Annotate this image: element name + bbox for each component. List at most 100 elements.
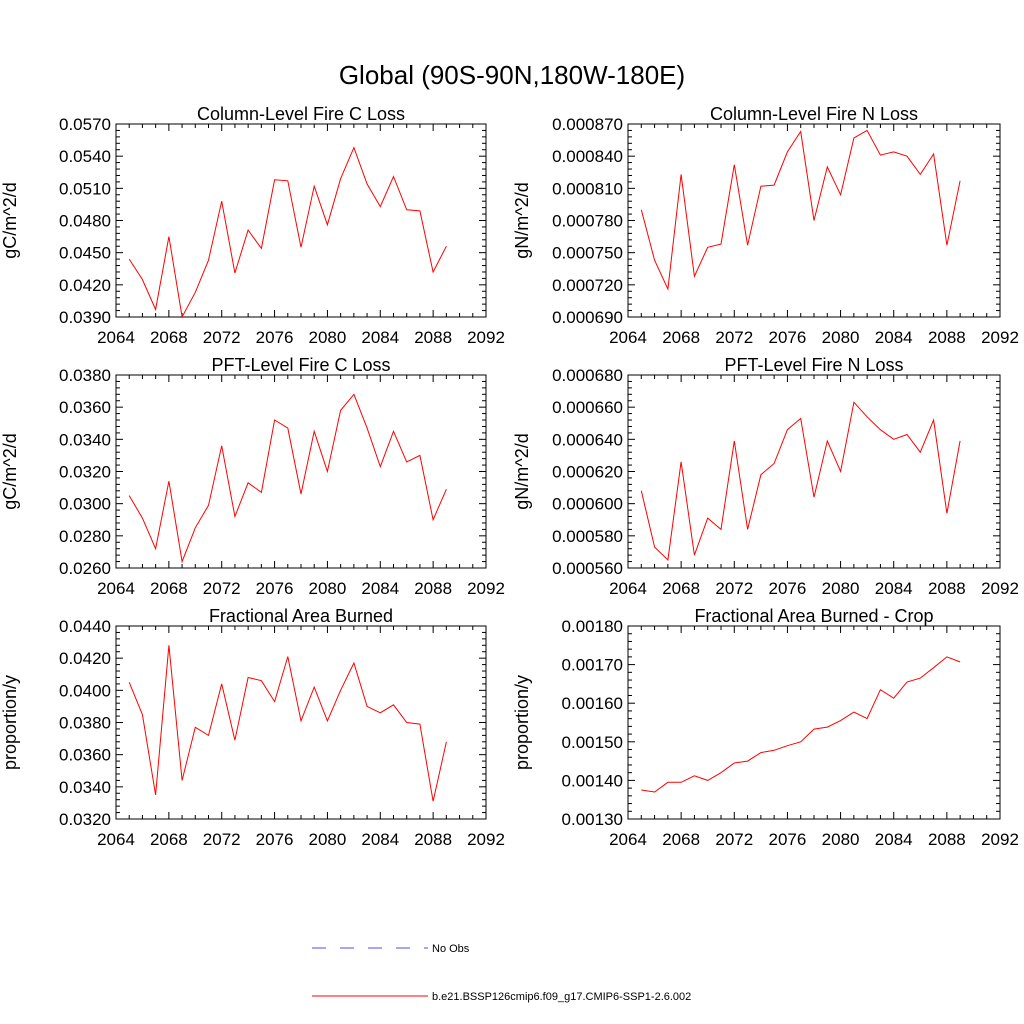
y-tick-label: 0.000840 — [552, 147, 623, 166]
x-tick-label: 2068 — [662, 328, 700, 347]
y-tick-label: 0.0380 — [59, 366, 111, 385]
x-tick-label: 2076 — [769, 328, 807, 347]
x-tick-label: 2084 — [875, 579, 913, 598]
y-axis-label: gC/m^2/d — [0, 182, 20, 258]
y-tick-label: 0.0300 — [59, 495, 111, 514]
x-tick-label: 2072 — [715, 579, 753, 598]
legend-no-obs-label: No Obs — [432, 943, 470, 955]
y-tick-label: 0.000640 — [552, 430, 623, 449]
y-tick-label: 0.000620 — [552, 463, 623, 482]
x-tick-label: 2084 — [875, 830, 913, 849]
y-tick-label: 0.0420 — [59, 649, 111, 668]
y-tick-label: 0.0360 — [59, 398, 111, 417]
panels: Column-Level Fire C Loss 2064 2068 2072 2076… — [0, 104, 1019, 849]
x-tick-label: 2068 — [150, 830, 188, 849]
x-tick-label: 2088 — [928, 830, 966, 849]
x-tick-label: 2064 — [609, 830, 647, 849]
series-line — [128, 393, 447, 564]
y-tick-label: 0.000690 — [552, 308, 623, 327]
plot-frame — [627, 374, 1001, 569]
x-tick-label: 2072 — [203, 328, 241, 347]
y-tick-label: 0.00170 — [562, 656, 623, 675]
y-axis-label: gC/m^2/d — [0, 433, 20, 509]
panel-title: Fractional Area Burned - Crop — [694, 606, 933, 626]
y-tick-label: 0.000810 — [552, 179, 623, 198]
x-tick-label: 2064 — [97, 328, 135, 347]
y-axis-label: gN/m^2/d — [512, 182, 532, 258]
x-tick-label: 2064 — [609, 579, 647, 598]
y-tick-label: 0.000600 — [552, 495, 623, 514]
x-tick-label: 2084 — [361, 830, 399, 849]
y-tick-label: 0.000750 — [552, 244, 623, 263]
x-tick-label: 2088 — [414, 830, 452, 849]
x-tick-label: 2092 — [981, 328, 1019, 347]
panel-title: Column-Level Fire C Loss — [197, 104, 405, 124]
y-tick-label: 0.0340 — [59, 430, 111, 449]
x-tick-label: 2080 — [309, 328, 347, 347]
panel-2: Column-Level Fire N Loss 2064 2068 2072 2076… — [512, 104, 1019, 347]
y-tick-label: 0.0340 — [59, 778, 111, 797]
x-tick-label: 2080 — [822, 579, 860, 598]
x-tick-label: 2088 — [928, 579, 966, 598]
y-tick-label: 0.000780 — [552, 212, 623, 231]
x-tick-label: 2084 — [361, 579, 399, 598]
panel-1: Column-Level Fire C Loss 2064 2068 2072 2076… — [0, 104, 505, 347]
x-tick-label: 2092 — [467, 579, 505, 598]
plot-frame — [115, 374, 487, 569]
x-tick-label: 2092 — [467, 830, 505, 849]
y-tick-label: 0.0420 — [59, 276, 111, 295]
x-tick-label: 2072 — [715, 328, 753, 347]
y-tick-label: 0.00160 — [562, 694, 623, 713]
panel-6: Fractional Area Burned - Crop 2064 2068 207… — [512, 606, 1019, 849]
panel-title: Fractional Area Burned — [209, 606, 393, 626]
y-tick-label: 0.000580 — [552, 527, 623, 546]
x-tick-label: 2084 — [361, 328, 399, 347]
y-tick-label: 0.0380 — [59, 714, 111, 733]
x-tick-label: 2084 — [875, 328, 913, 347]
panel-title: Column-Level Fire N Loss — [710, 104, 918, 124]
y-tick-label: 0.000720 — [552, 276, 623, 295]
x-tick-label: 2076 — [769, 830, 807, 849]
x-tick-label: 2076 — [256, 328, 294, 347]
y-tick-label: 0.0260 — [59, 559, 111, 578]
x-tick-label: 2080 — [822, 328, 860, 347]
x-tick-label: 2088 — [928, 328, 966, 347]
plot-frame — [627, 625, 1001, 820]
x-tick-label: 2080 — [309, 579, 347, 598]
y-tick-label: 0.000560 — [552, 559, 623, 578]
y-tick-label: 0.00150 — [562, 733, 623, 752]
y-tick-label: 0.00130 — [562, 810, 623, 829]
x-tick-label: 2064 — [97, 579, 135, 598]
x-tick-label: 2092 — [981, 579, 1019, 598]
x-tick-label: 2068 — [150, 579, 188, 598]
x-tick-label: 2076 — [769, 579, 807, 598]
x-tick-label: 2072 — [715, 830, 753, 849]
panel-3: PFT-Level Fire C Loss 2064 2068 2072 2076 208… — [0, 355, 505, 598]
y-tick-label: 0.0570 — [59, 115, 111, 134]
x-tick-label: 2076 — [256, 830, 294, 849]
y-tick-label: 0.00180 — [562, 617, 623, 636]
x-tick-label: 2068 — [662, 830, 700, 849]
y-tick-label: 0.0480 — [59, 212, 111, 231]
series-line — [640, 129, 961, 291]
y-axis-label: proportion/y — [0, 675, 20, 770]
x-tick-label: 2068 — [662, 579, 700, 598]
x-tick-label: 2072 — [203, 830, 241, 849]
x-tick-label: 2064 — [609, 328, 647, 347]
y-tick-label: 0.0400 — [59, 681, 111, 700]
y-tick-label: 0.000680 — [552, 366, 623, 385]
y-tick-label: 0.0540 — [59, 147, 111, 166]
y-tick-label: 0.0320 — [59, 810, 111, 829]
x-tick-label: 2088 — [414, 328, 452, 347]
x-tick-label: 2076 — [256, 579, 294, 598]
y-tick-label: 0.00140 — [562, 771, 623, 790]
x-tick-label: 2088 — [414, 579, 452, 598]
y-tick-label: 0.0360 — [59, 746, 111, 765]
y-tick-label: 0.0390 — [59, 308, 111, 327]
y-tick-label: 0.0440 — [59, 617, 111, 636]
plot-frame — [115, 123, 487, 318]
panel-title: PFT-Level Fire N Loss — [724, 355, 903, 375]
x-tick-label: 2072 — [203, 579, 241, 598]
panel-4: PFT-Level Fire N Loss 2064 2068 2072 2076 208… — [512, 355, 1019, 598]
